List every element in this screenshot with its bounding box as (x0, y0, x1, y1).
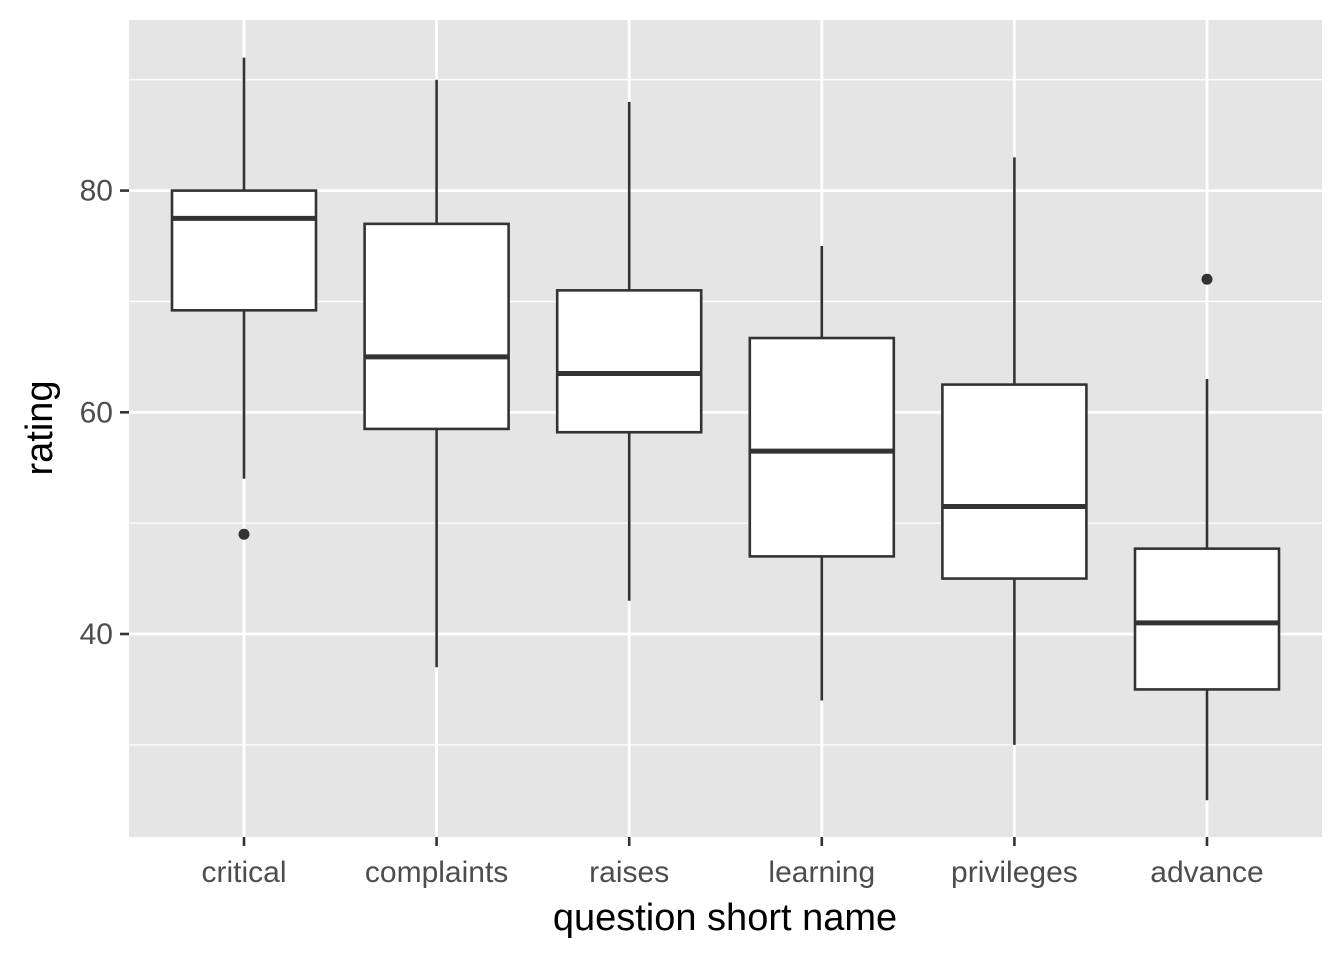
y-tick-label: 40 (80, 618, 113, 651)
x-axis-title: question short name (553, 897, 897, 939)
iqr-box (748, 336, 896, 558)
iqr-box (1133, 547, 1281, 691)
x-tick-label: learning (768, 856, 875, 889)
x-tick-label: raises (589, 856, 669, 889)
iqr-box (170, 189, 318, 312)
outlier-point (238, 528, 250, 540)
plot-panel (129, 20, 1322, 837)
box-critical (170, 57, 318, 540)
y-axis-title: rating (19, 380, 61, 475)
y-tick-label: 80 (80, 175, 113, 208)
box-raises (555, 101, 703, 601)
axes: 40 60 80 critical complaints raises learning pr… (80, 175, 1264, 889)
x-tick-label: privileges (951, 856, 1078, 889)
box-privileges (941, 157, 1088, 745)
iqr-box (555, 289, 703, 434)
y-tick-label: 60 (80, 396, 113, 429)
box-advance (1133, 273, 1281, 801)
x-tick-label: critical (201, 856, 286, 889)
iqr-box (941, 383, 1088, 580)
box-learning (748, 246, 896, 701)
boxes (170, 57, 1281, 801)
box-complaints (363, 79, 510, 668)
x-tick-label: advance (1150, 856, 1263, 889)
iqr-box (363, 222, 510, 431)
outlier-point (1201, 273, 1213, 285)
x-tick-label: complaints (365, 856, 508, 889)
